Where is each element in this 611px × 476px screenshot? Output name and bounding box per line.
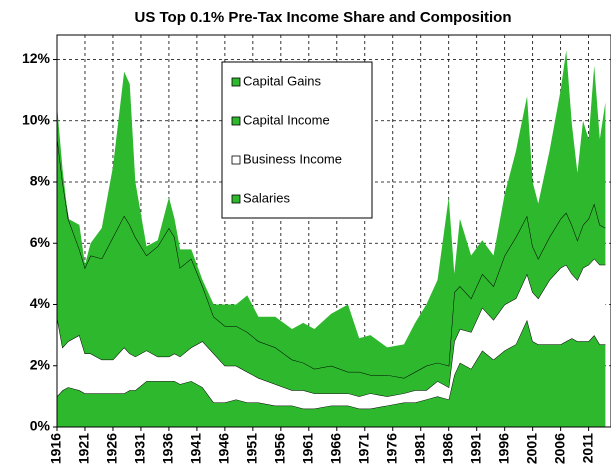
- legend-swatch: [231, 194, 241, 204]
- x-tick-label: 1986: [439, 433, 455, 464]
- legend-label: Capital Gains: [243, 73, 322, 88]
- legend-label: Salaries: [243, 190, 290, 205]
- x-tick-label: 2006: [551, 433, 567, 464]
- x-tick-label: 2011: [579, 433, 595, 464]
- x-tick-label: 1936: [160, 433, 176, 464]
- area: [57, 319, 606, 427]
- x-tick-label: 1956: [272, 433, 288, 464]
- y-tick-label: 12%: [22, 50, 51, 66]
- x-tick-label: 1916: [48, 433, 64, 464]
- x-tick-label: 1951: [244, 433, 260, 464]
- y-tick-label: 4%: [30, 295, 51, 311]
- legend-label: Business Income: [243, 151, 342, 166]
- plot-frame: [56, 34, 611, 428]
- x-tick-label: 1946: [216, 433, 232, 464]
- x-tick-label: 1996: [495, 433, 511, 464]
- legend-swatch: [231, 155, 241, 165]
- area: [57, 136, 606, 397]
- x-tick-label: 1961: [300, 433, 316, 464]
- area: [57, 50, 606, 378]
- legend-swatch: [231, 116, 241, 126]
- y-tick-label: 6%: [30, 234, 51, 250]
- x-tick-label: 1971: [355, 433, 371, 464]
- chart-title: US Top 0.1% Pre-Tax Income Share and Com…: [134, 9, 511, 26]
- y-tick-label: 10%: [22, 111, 51, 127]
- legend-box: [221, 61, 373, 219]
- x-tick-label: 1921: [76, 433, 92, 464]
- legend-label: Capital Income: [243, 112, 330, 127]
- y-tick-label: 2%: [30, 356, 51, 372]
- x-tick-label: 1931: [132, 433, 148, 464]
- x-tick-label: 1966: [328, 433, 344, 464]
- x-tick-label: 2001: [523, 433, 539, 464]
- y-tick-label: 0%: [30, 418, 51, 434]
- x-tick-label: 1926: [104, 433, 120, 464]
- y-tick-label: 8%: [30, 173, 51, 189]
- x-tick-label: 1976: [383, 433, 399, 464]
- x-tick-label: 1941: [188, 433, 204, 464]
- x-tick-label: 1981: [411, 433, 427, 464]
- legend-swatch: [231, 77, 241, 87]
- x-tick-label: 1991: [467, 433, 483, 464]
- area: [57, 258, 606, 409]
